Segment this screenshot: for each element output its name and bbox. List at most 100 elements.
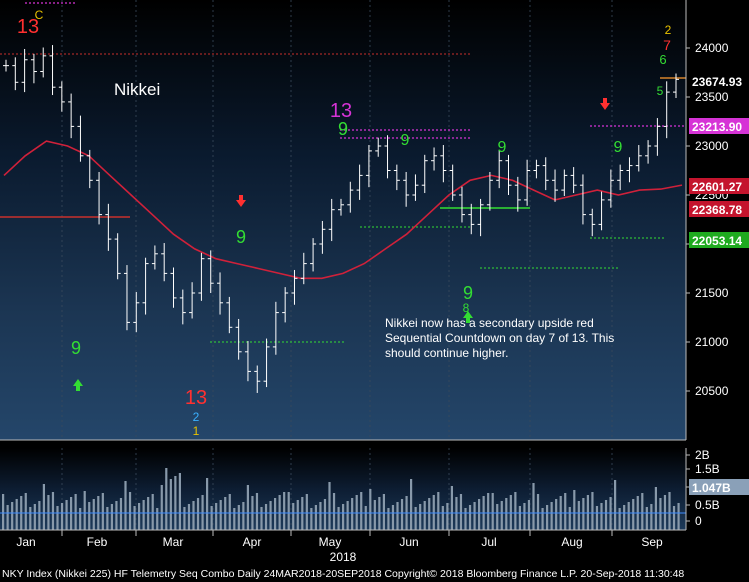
volume-bar: [627, 502, 630, 530]
volume-tick-label: 2B: [695, 448, 710, 462]
volume-bar: [387, 508, 390, 530]
volume-bar: [591, 492, 594, 530]
volume-bar: [101, 493, 104, 530]
volume-bar: [564, 493, 567, 530]
volume-bar: [487, 493, 490, 530]
x-tick-label: Mar: [163, 535, 184, 549]
volume-bar: [60, 503, 64, 530]
volume-bar: [423, 501, 426, 530]
volume-bar: [410, 479, 413, 530]
volume-bar: [124, 481, 127, 530]
magenta-level-tag-bg: [689, 118, 749, 134]
volume-bar: [79, 508, 82, 530]
volume-bar: [523, 503, 526, 530]
volume-bar: [668, 492, 671, 530]
x-tick-label: Jan: [16, 535, 35, 549]
volume-bar: [128, 492, 132, 530]
x-year-label: 2018: [330, 550, 357, 564]
volume-bar: [555, 499, 558, 530]
volume-bar: [314, 505, 317, 530]
volume-bar: [614, 480, 617, 530]
volume-bar: [269, 501, 272, 530]
countdown-2-label: 2: [193, 410, 200, 424]
up-arrow-icon: [463, 311, 473, 323]
volume-bar: [142, 500, 145, 530]
volume-bar: [573, 490, 576, 530]
volume-bar: [287, 492, 290, 530]
setup-9-label: 9: [338, 119, 348, 139]
volume-bar: [174, 476, 177, 530]
volume-bar: [29, 507, 32, 530]
volume-bar: [659, 498, 662, 530]
volume-bar: [310, 508, 313, 530]
volume-bar: [246, 485, 249, 530]
volume-bar: [473, 502, 476, 530]
volume-bar: [450, 486, 453, 530]
red-level-tag: 22368.78: [692, 203, 742, 217]
volume-bar: [305, 494, 308, 530]
volume-bar: [577, 501, 580, 530]
volume-bar: [464, 508, 467, 530]
volume-bar: [595, 506, 599, 530]
volume-bar: [283, 492, 286, 530]
volume-bar: [156, 508, 159, 530]
volume-bar: [541, 508, 544, 530]
volume-bar: [428, 498, 431, 530]
volume-bar: [373, 500, 376, 530]
countdown-7-label: 7: [663, 37, 671, 53]
x-tick-label: Jun: [399, 535, 418, 549]
volume-tick-label: 1.5B: [695, 462, 720, 476]
volume-bar: [677, 503, 680, 530]
volume-bar: [391, 505, 395, 530]
volume-bar: [264, 504, 268, 530]
volume-last-tag: 1.047B: [692, 481, 731, 495]
setup-9-label: 9: [498, 139, 507, 156]
x-tick-label: May: [319, 535, 342, 549]
volume-bar: [582, 498, 585, 530]
volume-bar: [527, 500, 531, 530]
volume-bar: [138, 503, 141, 530]
volume-bar: [33, 504, 36, 530]
green-level-tag-bg: [689, 232, 749, 248]
volume-bar: [328, 482, 331, 530]
grid: [61, 0, 613, 530]
volume-bar: [650, 504, 653, 530]
setup-9-label: 9: [614, 139, 623, 156]
volume-bar: [11, 502, 14, 530]
up-arrow-icon: [73, 379, 83, 391]
volume-bar: [546, 505, 549, 530]
volume-tick-label: 0.5B: [695, 498, 720, 512]
moving-average-line: [3, 140, 683, 280]
volume-bar: [56, 506, 59, 530]
volume-bar: [88, 502, 91, 530]
volume-bar: [274, 498, 277, 530]
volume-bar: [496, 504, 499, 530]
volume-bar: [51, 492, 55, 530]
green-level-tag: 22053.14: [692, 234, 742, 248]
countdown-1-label: 1: [193, 424, 200, 438]
value-tags: 23674.93 23213.90 22601.27 22368.78 22053.14…: [689, 73, 749, 495]
volume-bar: [505, 498, 508, 530]
volume-bar: [323, 499, 327, 530]
volume-bar: [169, 479, 172, 530]
volume-bar: [514, 492, 517, 530]
volume-bar: [604, 500, 608, 530]
volume-bar: [74, 494, 77, 530]
volume-bar: [206, 478, 209, 530]
price-bars: [3, 45, 679, 393]
annotation-note: Nikkei now has a secondary upside red Se…: [385, 316, 615, 360]
volume-bar: [292, 503, 295, 530]
volume-bar: [233, 508, 236, 530]
volume-bar: [42, 484, 45, 530]
volume-bar: [119, 498, 123, 530]
volume-bar: [536, 494, 540, 530]
footer-info: NKY Index (Nikkei 225) HF Telemetry Seq …: [0, 566, 749, 582]
moving-average-tag: 22601.27: [692, 180, 742, 194]
setup-9-label: 9: [463, 283, 473, 303]
countdown-13-label: 13: [330, 100, 352, 122]
setup-9-label: 9: [236, 227, 246, 247]
chart-title: Nikkei: [114, 80, 161, 99]
volume-bar: [160, 485, 163, 530]
volume-bar: [187, 504, 191, 530]
